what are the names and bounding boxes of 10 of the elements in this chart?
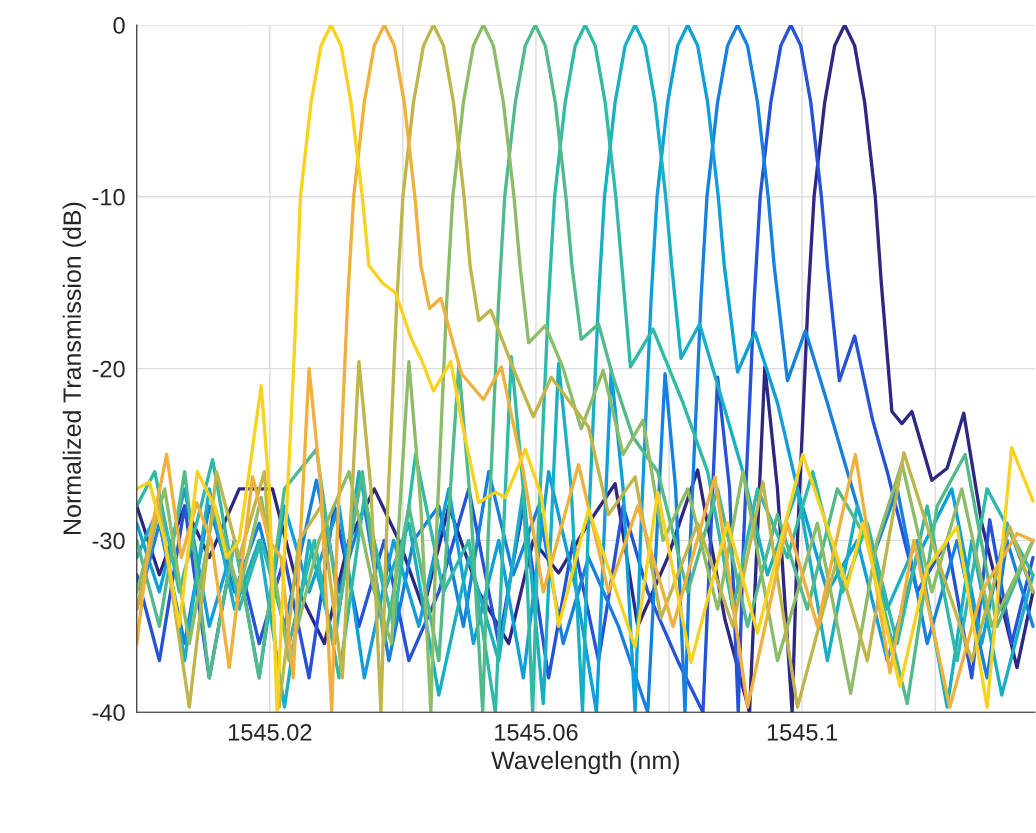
x-tick-label: 1545.06: [495, 723, 578, 741]
y-tick-label: -40: [92, 704, 125, 721]
y-tick-label: -20: [92, 360, 125, 378]
x-tick-label: 1545.1: [767, 724, 838, 741]
y-tick-label: -30: [92, 532, 125, 550]
x-axis-title: Wavelength (nm): [491, 750, 680, 775]
y-tick-label: -10: [92, 188, 125, 206]
y-tick-label: 0: [113, 17, 125, 34]
y-axis-title: Normalized Transmission (dB): [62, 202, 86, 534]
x-tick-label: 1545.02: [228, 723, 312, 741]
